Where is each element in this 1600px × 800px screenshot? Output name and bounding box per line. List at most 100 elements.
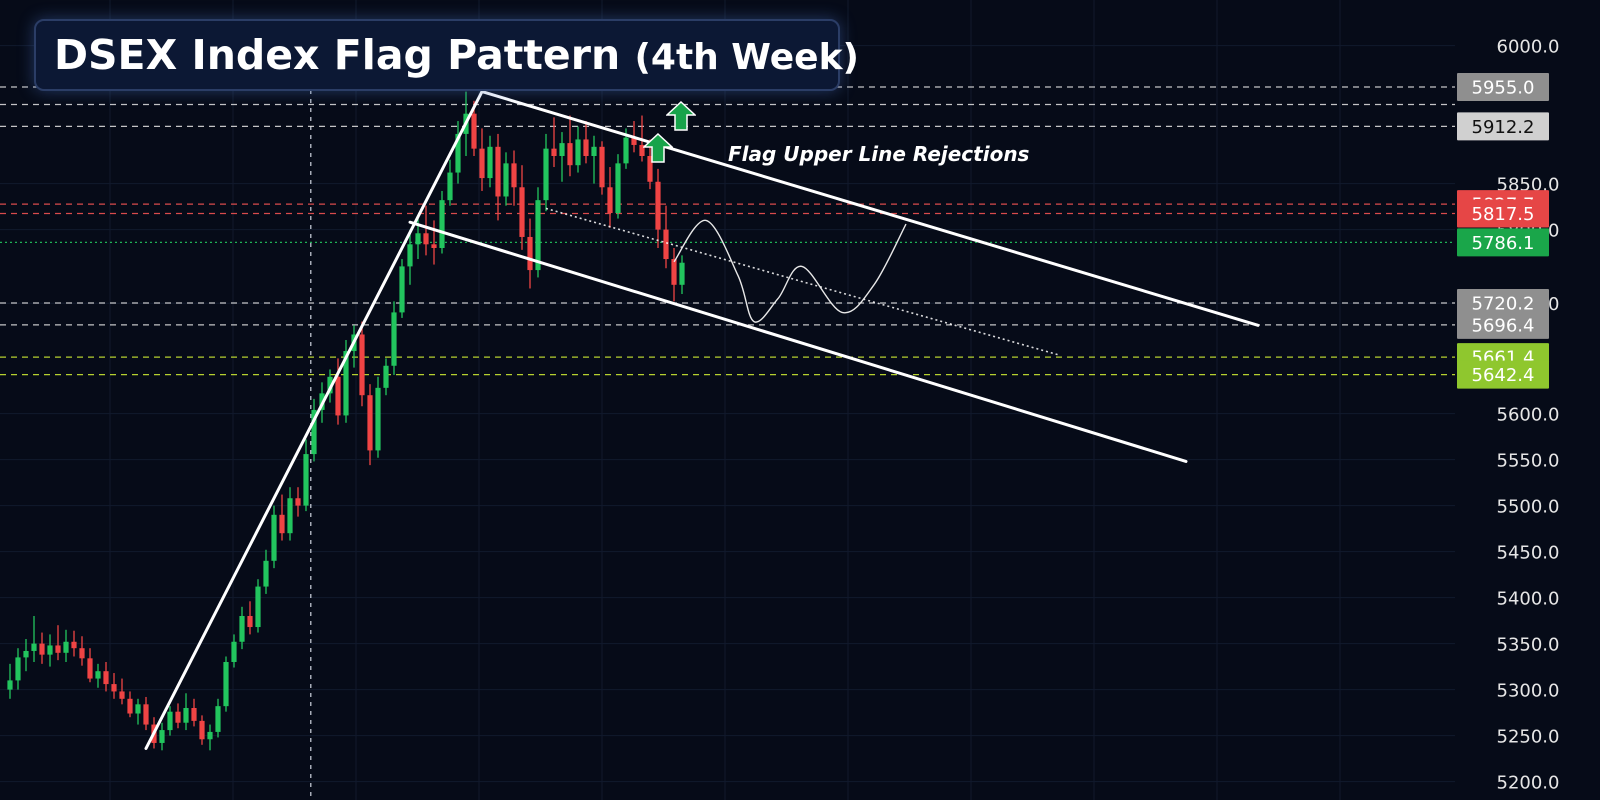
rejection-annotation: Flag Upper Line Rejections <box>728 142 1030 166</box>
price-label-text: 5786.1 <box>1472 233 1535 254</box>
candle-body <box>303 454 309 506</box>
candle-body <box>7 680 13 690</box>
price-label-badge <box>1457 199 1549 228</box>
candle-body <box>431 244 437 248</box>
flag-trendline <box>408 220 1188 463</box>
candle-body <box>487 146 493 179</box>
trendlines-layer <box>144 90 1260 750</box>
candle-body <box>287 498 293 534</box>
candle-body <box>623 137 629 164</box>
candles-layer <box>7 91 685 751</box>
candle-body <box>519 187 525 237</box>
y-tick-label: 5200.0 <box>1497 773 1560 794</box>
candle-body <box>639 144 645 156</box>
candle-body <box>663 229 669 260</box>
candle-body <box>311 409 317 455</box>
candle-body <box>343 351 349 416</box>
candle-body <box>495 146 501 197</box>
flag-trendline <box>144 90 484 750</box>
price-label-badge <box>1457 310 1549 339</box>
candle-body <box>327 376 333 394</box>
price-label-badge <box>1457 289 1549 318</box>
price-label-badge <box>1457 73 1549 101</box>
candle-body <box>183 708 189 723</box>
projection-path <box>673 219 907 323</box>
candle-body <box>335 376 341 416</box>
candle-body <box>567 143 573 166</box>
candle-body <box>375 387 381 451</box>
candle-body <box>543 148 549 201</box>
candle-body <box>87 658 93 679</box>
y-tick-label: 5600.0 <box>1497 405 1560 426</box>
candle-body <box>607 187 613 214</box>
candle-body <box>511 163 517 188</box>
candle-body <box>31 643 37 651</box>
candle-body <box>455 133 461 173</box>
candle-body <box>95 671 101 679</box>
candle-body <box>199 720 205 740</box>
up-arrow-icon <box>666 101 696 131</box>
price-label-text: 5720.2 <box>1472 294 1535 315</box>
candle-body <box>423 233 429 245</box>
candle-body <box>111 684 117 692</box>
candle-body <box>447 172 453 201</box>
candle-body <box>295 498 301 506</box>
candle-body <box>47 645 53 655</box>
candle-body <box>671 259 677 285</box>
candle-body <box>23 650 29 658</box>
candle-body <box>15 657 21 681</box>
candle-body <box>439 200 445 248</box>
y-tick-label: 5450.0 <box>1497 543 1560 564</box>
candle-body <box>391 312 397 366</box>
candle-body <box>63 641 69 653</box>
y-tick-label: 5550.0 <box>1497 451 1560 472</box>
price-label-badge <box>1457 360 1549 389</box>
candle-body <box>551 148 557 156</box>
price-label-text: 5955.0 <box>1472 78 1535 99</box>
midline-dotted <box>545 207 1059 356</box>
y-tick-label: 6000.0 <box>1497 37 1560 58</box>
candle-body <box>191 708 197 721</box>
candle-body <box>55 645 61 653</box>
candle-body <box>231 641 237 662</box>
candle-body <box>127 698 133 714</box>
y-tick-label: 5300.0 <box>1497 681 1560 702</box>
candle-body <box>631 137 637 145</box>
candle-body <box>255 586 261 628</box>
flag-trendline <box>480 90 1260 327</box>
chart-title-main: DSEX Index Flag Pattern <box>54 31 621 79</box>
up-arrow-icon <box>643 133 673 163</box>
candle-body <box>535 200 541 271</box>
candle-body <box>415 233 421 245</box>
price-axis: 5200.0 5250.0 5300.0 5350.0 5400.0 5450.0 5500… <box>1457 37 1559 794</box>
candle-body <box>527 236 533 271</box>
candle-body <box>575 139 581 166</box>
chart-title-box: DSEX Index Flag Pattern (4th Week) <box>34 19 859 91</box>
candle-body <box>135 704 141 714</box>
candle-body <box>263 560 269 587</box>
chart-title: DSEX Index Flag Pattern (4th Week) <box>54 31 859 79</box>
price-label-text: 5696.4 <box>1472 315 1535 336</box>
candle-body <box>559 143 565 156</box>
candle-body <box>239 616 245 642</box>
candle-body <box>399 266 405 313</box>
price-label-badge <box>1457 228 1549 257</box>
price-label-badge <box>1457 112 1549 141</box>
candle-body <box>167 711 173 731</box>
candle-body <box>471 113 477 149</box>
candle-body <box>247 616 253 628</box>
candle-body <box>223 662 229 707</box>
candle-body <box>591 146 597 156</box>
candle-body <box>271 514 277 561</box>
price-label-text: 5912.2 <box>1472 117 1535 138</box>
candle-body <box>39 643 45 655</box>
candle-body <box>679 262 685 285</box>
candle-body <box>583 139 589 156</box>
y-tick-label: 5400.0 <box>1497 589 1560 610</box>
y-tick-label: 5500.0 <box>1497 497 1560 518</box>
candle-body <box>159 730 165 743</box>
candle-body <box>175 711 181 723</box>
candle-body <box>503 163 509 197</box>
y-tick-label: 5250.0 <box>1497 727 1560 748</box>
